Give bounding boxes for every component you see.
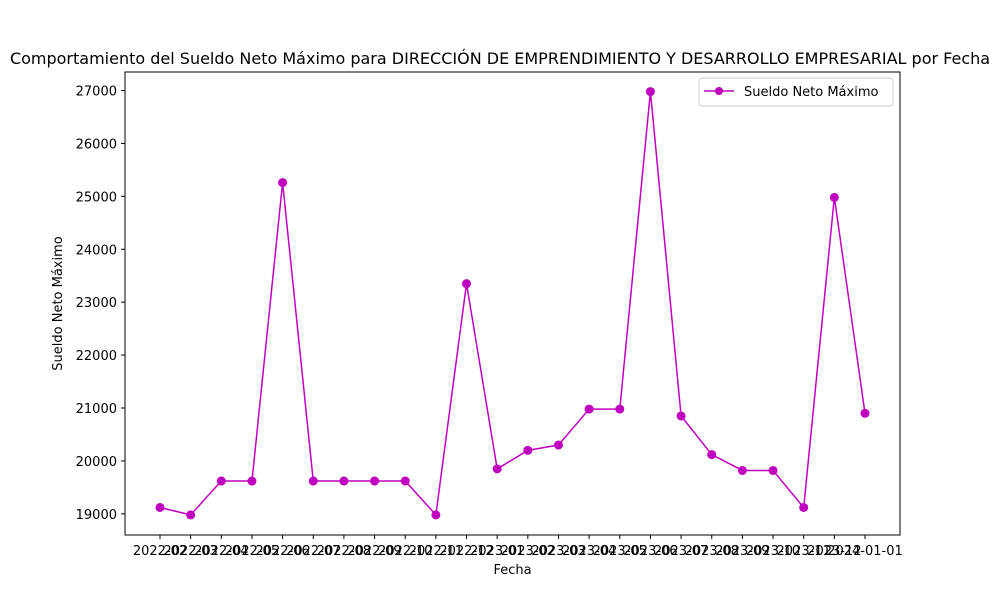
y-tick-label: 19000	[76, 508, 117, 523]
x-tick-label: 2022-12	[439, 544, 493, 559]
data-point	[707, 450, 717, 460]
data-point	[676, 411, 686, 421]
data-point	[186, 510, 196, 520]
data-point	[615, 404, 625, 414]
x-axis-label: Fecha	[493, 563, 531, 578]
legend-marker	[715, 87, 723, 95]
data-point	[278, 178, 288, 188]
data-point	[584, 404, 594, 414]
x-tick-label: 2022-08	[317, 544, 371, 559]
y-tick-label: 26000	[76, 137, 117, 152]
y-tick-label: 24000	[76, 243, 117, 258]
legend: Sueldo Neto Máximo	[698, 77, 894, 107]
x-tick-label: 2023-11	[777, 544, 831, 559]
data-point	[462, 279, 472, 289]
x-axis: 2022-022022-032022-042022-052022-062022-…	[133, 535, 903, 559]
x-tick-label: 2022-07	[286, 544, 340, 559]
x-tick-label: 2023-09	[715, 544, 769, 559]
x-tick-label: 2023-10	[746, 544, 800, 559]
x-tick-label: 2023-08	[685, 544, 739, 559]
x-tick-label: 2022-04	[194, 544, 248, 559]
data-point	[829, 192, 839, 202]
data-point	[799, 502, 809, 512]
data-point	[308, 476, 318, 486]
x-tick-label: 2023-12	[807, 544, 861, 559]
data-point	[431, 510, 441, 520]
series-line	[159, 91, 866, 517]
series-group	[155, 87, 870, 520]
data-point	[339, 476, 349, 486]
x-tick-label: 2023-04	[562, 544, 616, 559]
data-point	[400, 476, 410, 486]
x-tick-label: 2023-05	[593, 544, 647, 559]
data-point	[737, 465, 747, 475]
data-point	[860, 408, 870, 418]
chart-title: Comportamiento del Sueldo Neto Máximo pa…	[10, 49, 990, 68]
y-tick-label: 27000	[76, 85, 117, 100]
y-tick-label: 22000	[76, 349, 117, 364]
x-tick-label: 2023-01	[470, 544, 524, 559]
plot-area-frame	[124, 71, 901, 536]
x-tick-label: 2022-05	[225, 544, 279, 559]
y-axis-label: Sueldo Neto Máximo	[51, 236, 66, 370]
x-tick-label: 2022-02	[133, 544, 187, 559]
x-tick-label: 2023-07	[654, 544, 708, 559]
x-tick-label: 2023-02	[501, 544, 555, 559]
data-point	[155, 502, 165, 512]
data-point	[768, 465, 778, 475]
x-tick-label: 2024-01-01	[827, 544, 903, 559]
legend-label: Sueldo Neto Máximo	[744, 85, 878, 100]
x-tick-label: 2023-06	[623, 544, 677, 559]
x-tick-label: 2022-11	[409, 544, 463, 559]
data-point	[492, 464, 502, 474]
data-point	[645, 87, 655, 97]
y-tick-label: 20000	[76, 455, 117, 470]
x-tick-label: 2022-03	[163, 544, 217, 559]
legend-box	[698, 77, 894, 107]
y-tick-label: 23000	[76, 296, 117, 311]
data-point	[523, 445, 533, 455]
data-point	[370, 476, 380, 486]
y-tick-label: 25000	[76, 190, 117, 205]
y-axis: 19000 20000 21000 22000 23000 24000 25000 26000…	[76, 85, 125, 523]
y-tick-label: 21000	[76, 402, 117, 417]
data-point	[247, 476, 257, 486]
data-point	[553, 440, 563, 450]
x-tick-label: 2022-09	[347, 544, 401, 559]
x-tick-label: 2023-03	[531, 544, 585, 559]
data-point	[216, 476, 226, 486]
x-tick-label: 2022-10	[378, 544, 432, 559]
x-tick-label: 2022-06	[255, 544, 309, 559]
